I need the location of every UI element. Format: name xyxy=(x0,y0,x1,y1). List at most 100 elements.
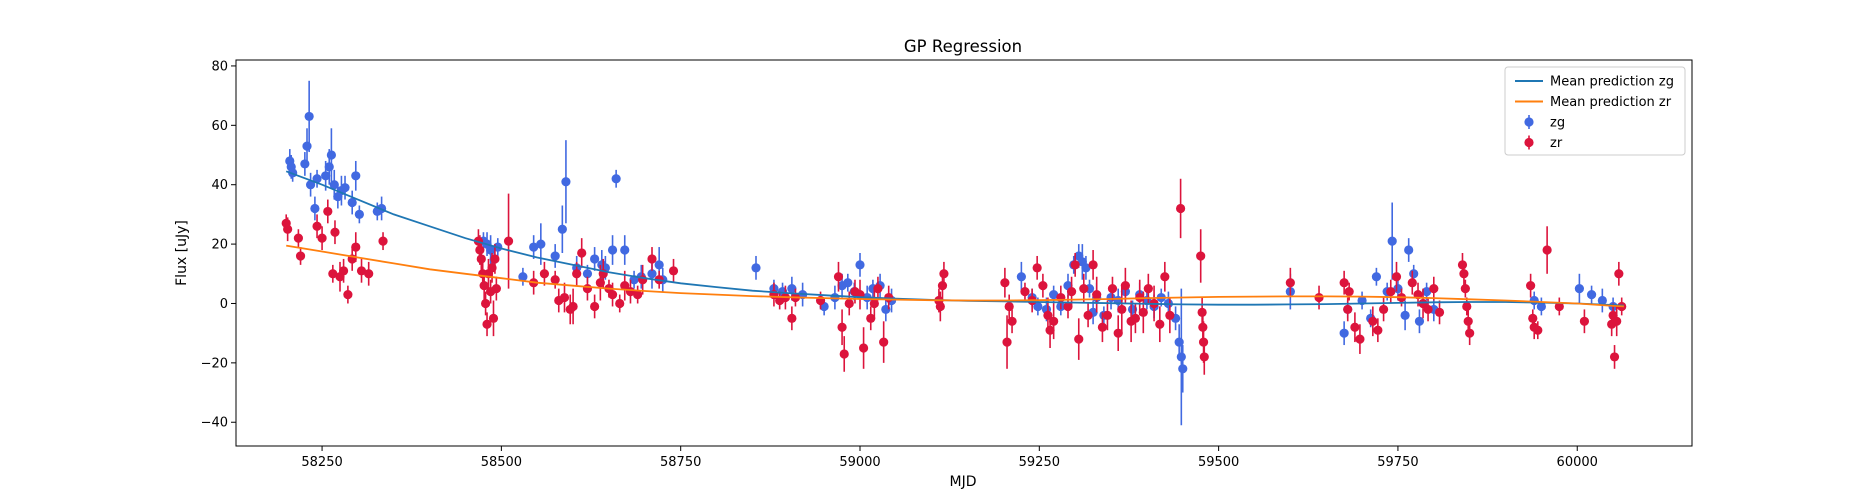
data-point-zr xyxy=(476,254,486,264)
data-point-zg xyxy=(529,242,539,252)
data-point-zg xyxy=(611,174,621,184)
data-point-zr xyxy=(1102,310,1113,320)
series-zr xyxy=(281,178,1627,375)
data-point-zr xyxy=(1462,301,1472,312)
data-point-zr xyxy=(1554,301,1564,312)
y-tick-label: 20 xyxy=(211,238,228,253)
data-point-zr xyxy=(1066,287,1077,297)
data-point-zr xyxy=(1143,284,1153,294)
data-point-zr xyxy=(1045,325,1055,335)
data-point-zr xyxy=(1020,287,1030,297)
data-point-zr xyxy=(482,319,492,329)
data-point-zr xyxy=(364,269,374,279)
data-point-zg xyxy=(1176,352,1186,362)
data-point-zr xyxy=(1130,313,1141,323)
data-point-zr xyxy=(866,313,876,323)
data-point-zr xyxy=(839,349,849,359)
data-point-zg xyxy=(607,245,618,255)
data-point-zg xyxy=(1409,269,1419,279)
x-axis-label: MJD xyxy=(950,474,977,490)
legend-label: Mean prediction zg xyxy=(1550,75,1674,90)
x-tick-label: 58500 xyxy=(481,455,522,470)
data-point-zr xyxy=(1533,325,1543,335)
data-point-zr xyxy=(1465,328,1475,338)
data-point-zr xyxy=(607,289,618,300)
data-point-zg xyxy=(1033,301,1043,312)
legend-box xyxy=(1504,66,1686,156)
data-point-zr xyxy=(475,245,485,255)
data-point-zr xyxy=(1063,301,1073,312)
data-point-zr xyxy=(1407,278,1417,288)
data-point-zr xyxy=(356,266,367,276)
data-point-zr xyxy=(378,236,388,246)
data-point-zr xyxy=(937,281,948,291)
data-point-zr xyxy=(577,248,587,258)
data-point-zr xyxy=(328,269,338,279)
data-point-zr xyxy=(295,251,306,261)
data-point-zr xyxy=(1074,334,1084,344)
data-point-zr xyxy=(1343,304,1353,315)
data-point-zr xyxy=(1083,310,1093,320)
data-point-zr xyxy=(1528,313,1538,323)
data-point-zg xyxy=(855,260,865,270)
data-point-zg xyxy=(843,278,853,288)
data-point-zr xyxy=(1579,316,1590,326)
data-point-zg xyxy=(1016,272,1026,282)
legend: Mean prediction zg Mean prediction zr zg zr xyxy=(1504,66,1686,156)
data-point-zr xyxy=(539,269,550,279)
data-point-zr xyxy=(1526,281,1536,291)
data-point-zg xyxy=(1339,328,1349,338)
chart-title: GP Regression xyxy=(904,37,1022,56)
data-point-zr xyxy=(550,275,560,285)
data-point-zr xyxy=(787,313,797,323)
data-point-zr xyxy=(317,233,327,243)
data-point-zr xyxy=(1097,322,1108,332)
data-point-zg xyxy=(1400,310,1410,320)
data-point-zr xyxy=(935,301,945,312)
data-point-zg xyxy=(550,251,560,261)
data-point-zr xyxy=(1434,307,1445,317)
data-point-zr xyxy=(1285,278,1295,288)
y-axis-label: Flux [uJy] xyxy=(174,220,190,286)
data-point-zg xyxy=(590,254,600,264)
data-point-zg xyxy=(1404,245,1414,255)
data-point-zg xyxy=(1536,301,1546,312)
data-point-zr xyxy=(615,298,625,309)
data-point-zg xyxy=(304,111,314,122)
data-point-zr xyxy=(1391,272,1402,282)
data-point-zg xyxy=(1049,289,1059,300)
data-point-zr xyxy=(1314,292,1324,303)
data-point-zr xyxy=(1197,307,1207,317)
data-point-zg xyxy=(582,269,593,279)
data-point-zr xyxy=(582,284,593,294)
data-point-zr xyxy=(1542,245,1552,255)
data-point-zr xyxy=(647,254,657,264)
data-point-zr xyxy=(1344,287,1354,297)
data-point-zr xyxy=(312,221,322,231)
data-point-zg xyxy=(347,197,357,208)
data-point-zr xyxy=(939,269,949,279)
data-point-zg xyxy=(340,183,350,193)
data-point-zg xyxy=(561,177,571,187)
x-tick-label: 59000 xyxy=(839,455,880,470)
data-point-zr xyxy=(633,289,643,300)
data-point-zr xyxy=(343,289,353,300)
data-point-zg xyxy=(1387,236,1397,246)
data-point-zg xyxy=(324,162,334,172)
data-point-zr xyxy=(1165,310,1175,320)
data-point-zr xyxy=(1043,310,1053,320)
data-point-zr xyxy=(1004,301,1014,312)
data-point-zr xyxy=(1614,269,1624,279)
legend-label: Mean prediction zr xyxy=(1550,95,1672,110)
data-point-zr xyxy=(1612,316,1622,326)
data-point-zr xyxy=(1198,337,1209,347)
data-point-zr xyxy=(1176,203,1186,214)
data-point-zg xyxy=(647,269,657,279)
data-point-zr xyxy=(1088,260,1098,270)
data-point-zg xyxy=(751,263,761,273)
data-point-zr xyxy=(1368,316,1378,326)
data-point-zr xyxy=(1117,304,1127,315)
data-point-zr xyxy=(1038,281,1048,291)
data-point-zg xyxy=(1422,287,1432,297)
